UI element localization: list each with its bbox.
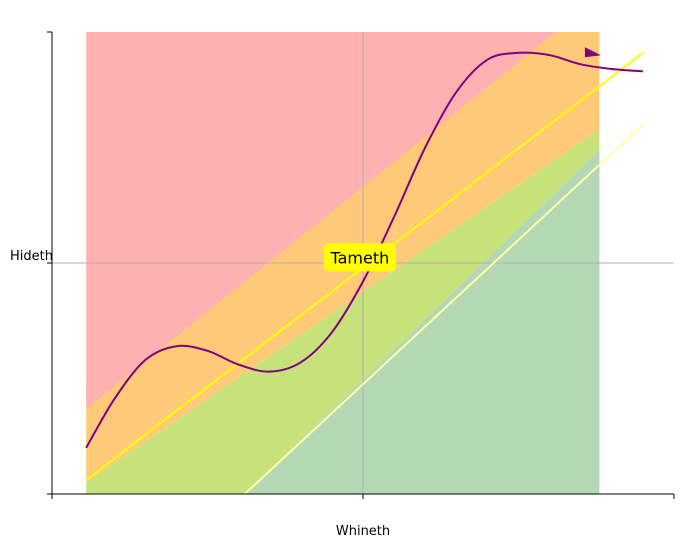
arrow-head xyxy=(584,47,601,58)
series-line-1 xyxy=(244,123,644,494)
band-2 xyxy=(86,129,600,494)
y-axis-label: Hideth xyxy=(10,249,53,264)
annotations: Tameth xyxy=(323,243,396,272)
annotation-box-0 xyxy=(323,243,396,272)
annotation-label-0: Tameth xyxy=(329,248,389,267)
band-3 xyxy=(244,149,600,494)
plot-frame xyxy=(47,31,675,499)
x-axis-label: Whineth xyxy=(336,524,390,539)
series-line-2 xyxy=(85,51,643,449)
background-bands xyxy=(86,32,600,494)
